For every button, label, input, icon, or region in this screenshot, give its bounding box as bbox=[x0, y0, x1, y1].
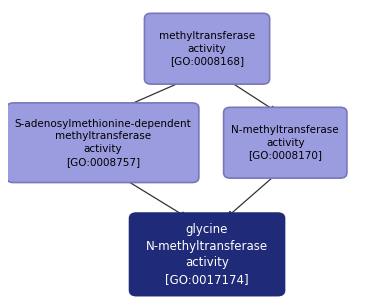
FancyBboxPatch shape bbox=[223, 107, 347, 178]
Text: glycine
N-methyltransferase
activity
[GO:0017174]: glycine N-methyltransferase activity [GO… bbox=[146, 223, 268, 285]
Text: methyltransferase
activity
[GO:0008168]: methyltransferase activity [GO:0008168] bbox=[159, 31, 255, 66]
Text: N-methyltransferase
activity
[GO:0008170]: N-methyltransferase activity [GO:0008170… bbox=[232, 125, 339, 161]
FancyBboxPatch shape bbox=[7, 103, 199, 182]
FancyBboxPatch shape bbox=[144, 13, 270, 84]
Text: S-adenosylmethionine-dependent
methyltransferase
activity
[GO:0008757]: S-adenosylmethionine-dependent methyltra… bbox=[14, 118, 191, 167]
FancyBboxPatch shape bbox=[130, 213, 284, 296]
